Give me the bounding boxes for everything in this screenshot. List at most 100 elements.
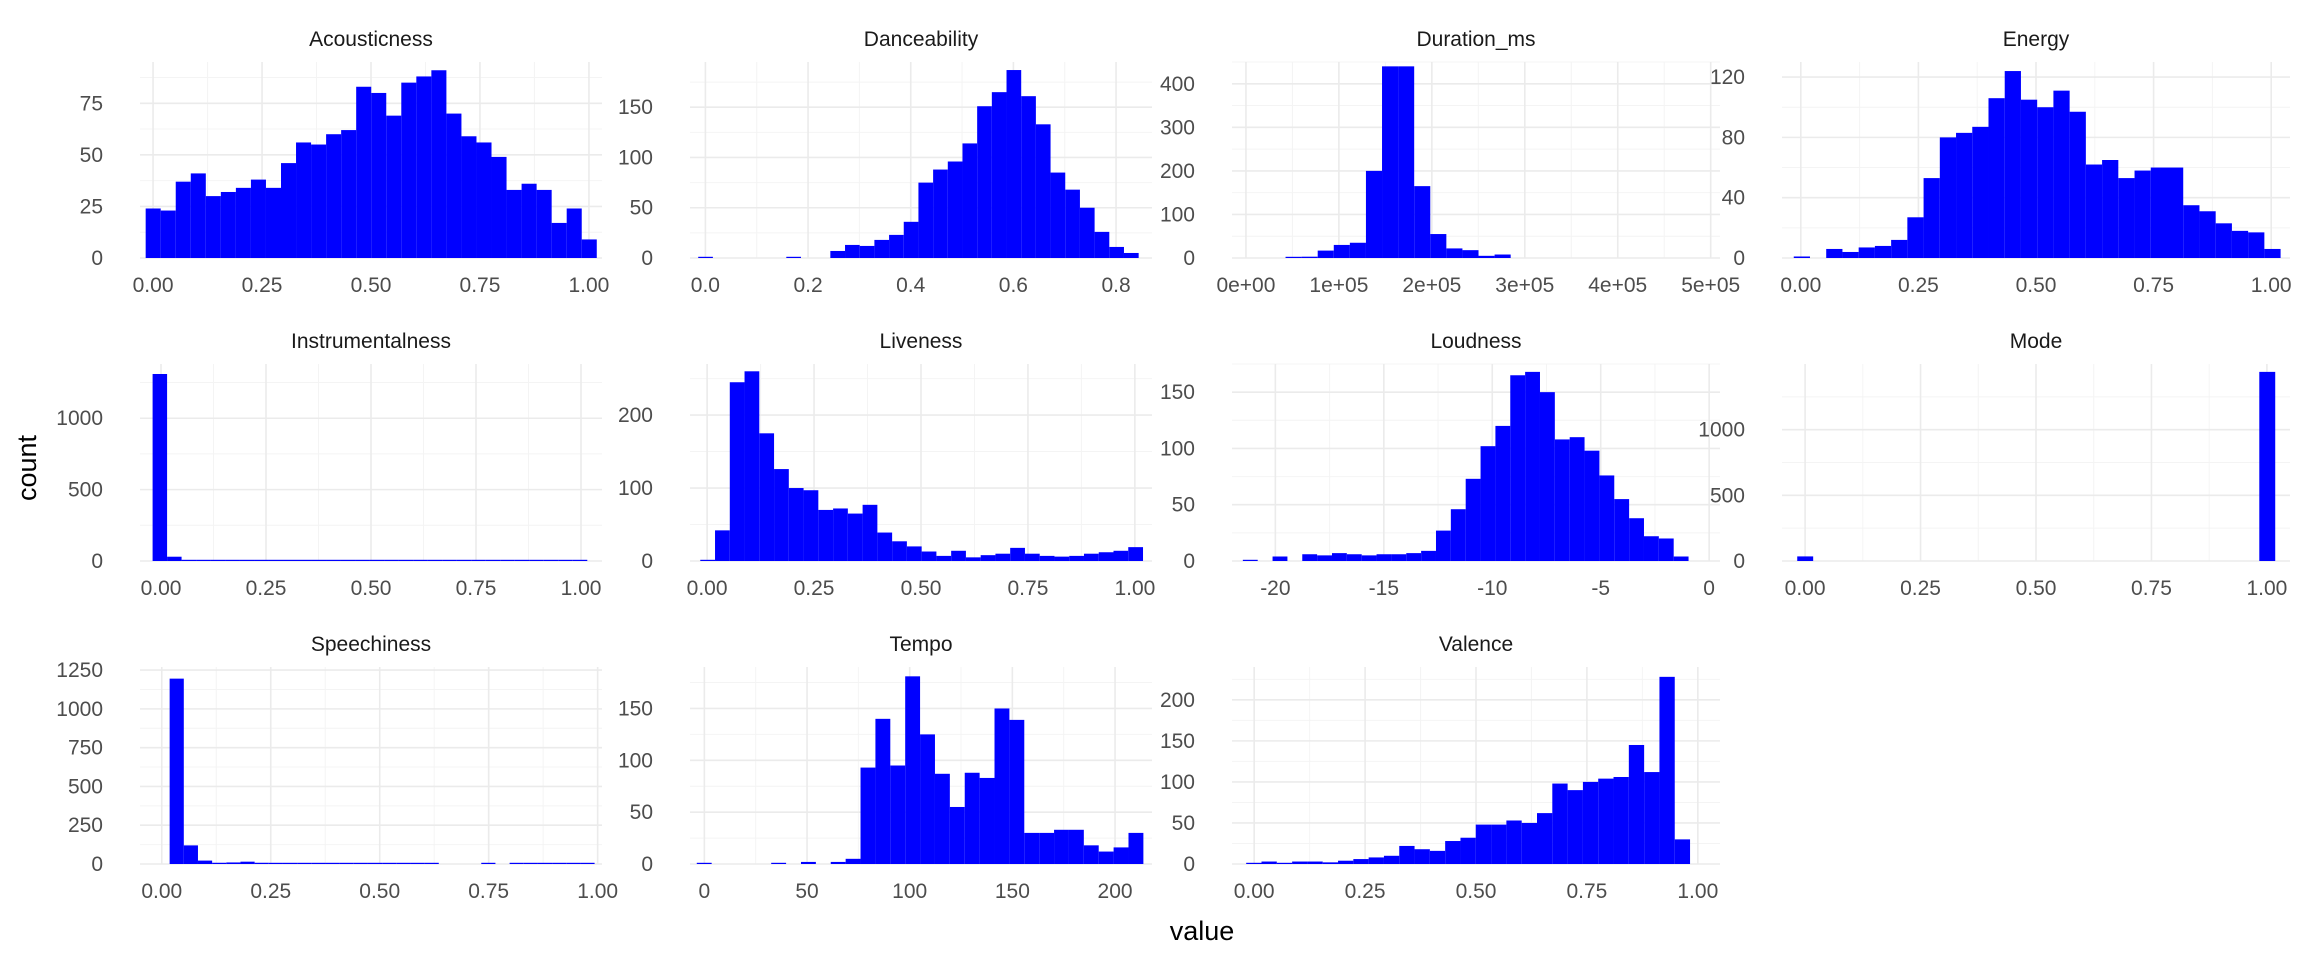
histogram-bar	[1094, 231, 1110, 258]
x-tick-label: 1.00	[568, 274, 609, 297]
histogram-bar	[240, 861, 255, 864]
histogram-bar	[566, 208, 582, 258]
x-tick-label: 1.00	[2246, 577, 2287, 600]
histogram-bar	[1614, 499, 1630, 561]
histogram-bar	[1285, 256, 1302, 258]
x-tick-label: 4e+05	[1588, 274, 1647, 297]
histogram-bar	[268, 862, 283, 864]
histogram-bar	[847, 513, 863, 561]
y-tick-label: 100	[618, 146, 653, 169]
x-tick-label: 0.75	[468, 880, 509, 903]
y-tick-label: 0	[1733, 550, 1745, 573]
x-tick-label: 0.00	[141, 880, 182, 903]
histogram-bar	[1460, 837, 1476, 864]
histogram-bar	[212, 862, 227, 864]
x-tick-label: 0.00	[687, 577, 728, 600]
histogram-bar	[580, 862, 595, 864]
histogram-bar	[2085, 164, 2103, 258]
y-tick-label: 500	[68, 775, 103, 798]
histogram-bar	[1050, 172, 1066, 258]
histogram-bar	[774, 469, 789, 561]
y-tick-label: 80	[1722, 126, 1745, 149]
histogram-bar	[890, 765, 906, 864]
histogram-bar	[889, 234, 904, 258]
histogram-bar	[1346, 554, 1362, 561]
histogram-bar	[1435, 530, 1451, 561]
histogram-bar	[1083, 553, 1099, 561]
x-tick-label: 0.2	[793, 274, 822, 297]
histogram-bar	[325, 862, 340, 864]
histogram-bar	[353, 862, 368, 864]
x-tick-label: 0.50	[2016, 274, 2057, 297]
histogram-bar	[572, 559, 588, 561]
panel-title: Valence	[1439, 633, 1513, 656]
y-tick-label: 25	[80, 195, 103, 218]
histogram-bar	[514, 559, 530, 561]
panel-title: Duration_ms	[1416, 28, 1535, 51]
histogram-bar	[1554, 439, 1570, 561]
x-tick-label: 0.4	[896, 274, 926, 297]
histogram-bar	[1333, 244, 1350, 258]
y-tick-label: 50	[80, 144, 103, 167]
histogram-bar	[1450, 509, 1466, 561]
histogram-bar	[788, 488, 804, 561]
x-tick-label: 0.75	[1008, 577, 1049, 600]
x-tick-label: -10	[1477, 577, 1507, 600]
histogram-bar	[1858, 247, 1875, 258]
panel-valence: Valence 0.00 0.25 0.50 0.75 1.00 0 50 100 150 200	[1160, 633, 1720, 903]
histogram-bar	[921, 551, 937, 561]
histogram-bar	[2053, 90, 2070, 259]
histogram-bar	[491, 156, 507, 258]
y-tick-label: 250	[68, 814, 103, 837]
x-tick-label: 0.50	[351, 274, 392, 297]
y-tick-label: 50	[1172, 812, 1195, 835]
histogram-bar	[183, 845, 198, 864]
histogram-bar	[1598, 778, 1614, 864]
histogram-bar	[877, 532, 893, 561]
y-tick-label: 200	[1160, 689, 1195, 712]
histogram-bar	[2069, 111, 2086, 258]
histogram-bar	[1079, 207, 1095, 258]
histogram-bar	[964, 772, 980, 864]
y-tick-label: 200	[618, 404, 653, 427]
histogram-bar	[1391, 554, 1407, 561]
x-tick-label: 0.25	[1898, 274, 1939, 297]
histogram-bar	[1429, 850, 1446, 864]
histogram-bar	[1406, 553, 1422, 561]
histogram-bar	[145, 208, 161, 258]
histogram-bar	[759, 433, 775, 561]
y-tick-label: 300	[1160, 116, 1195, 139]
histogram-bar	[552, 862, 567, 864]
histogram-bar	[2020, 99, 2038, 258]
histogram-bar	[297, 559, 312, 561]
histogram-bar	[311, 862, 326, 864]
x-tick-label: 0	[1703, 577, 1715, 600]
histogram-bar	[977, 106, 992, 258]
histogram-bar	[1478, 255, 1495, 258]
histogram-bar	[382, 862, 397, 864]
histogram-bar	[339, 862, 354, 864]
histogram-bar	[254, 559, 269, 561]
histogram-bar	[225, 559, 240, 561]
histogram-bar	[1582, 781, 1599, 864]
y-tick-label: 50	[1172, 494, 1195, 517]
histogram-bar	[1276, 862, 1293, 864]
histogram-bar	[1338, 860, 1354, 864]
panel-title: Liveness	[880, 330, 963, 353]
histogram-bar	[1414, 849, 1430, 864]
y-tick-label: 100	[1160, 437, 1195, 460]
x-tick-label: 1.00	[2251, 274, 2292, 297]
y-tick-label: 150	[618, 697, 653, 720]
histogram-bar	[169, 678, 184, 864]
histogram-bar	[1024, 553, 1040, 561]
histogram-bar	[1035, 124, 1051, 258]
x-tick-label: 0.00	[1234, 880, 1275, 903]
histogram-bar	[920, 734, 935, 864]
histogram-bar	[700, 559, 716, 561]
histogram-bar	[918, 182, 934, 258]
histogram-bar	[431, 70, 447, 259]
histogram-bar	[2183, 205, 2200, 258]
histogram-bar	[1923, 178, 1940, 258]
histogram-bar	[543, 559, 559, 561]
histogram-bar	[341, 130, 357, 258]
